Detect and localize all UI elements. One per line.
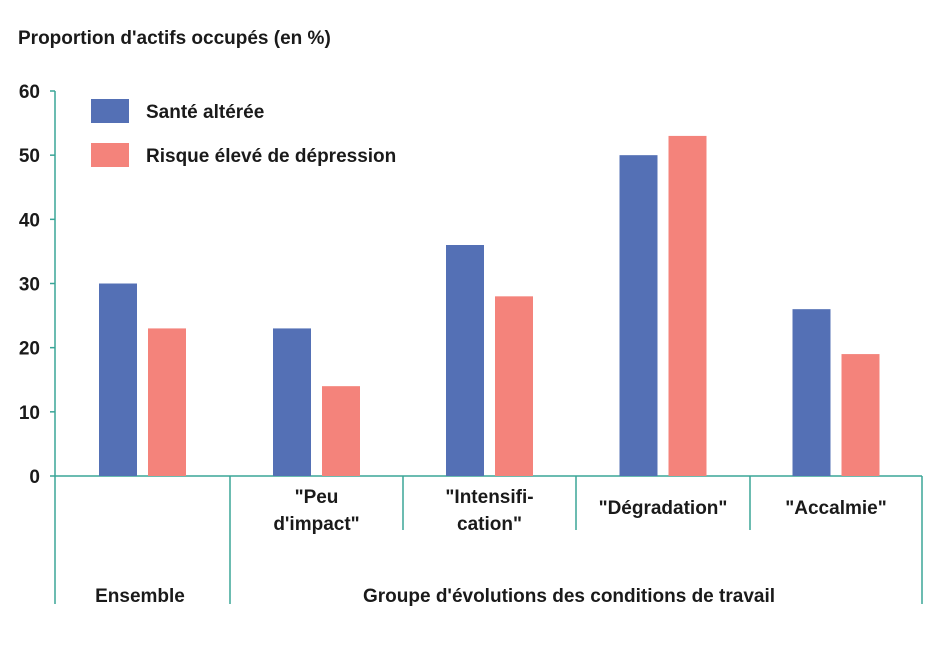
bar-sante-alteree [99,283,137,476]
bar-risque-depression [148,328,186,476]
bar-sante-alteree [792,309,831,476]
group-label-ensemble: Ensemble [95,586,185,607]
category-label: "Peu [295,487,339,508]
bars [99,135,880,476]
legend-label: Risque élevé de dépression [146,146,396,167]
category-label: "Dégradation" [599,498,728,519]
legend: Santé altérée Risque élevé de dépression [91,99,396,167]
y-tick-label: 60 [19,82,40,103]
group-label-evolutions: Groupe d'évolutions des conditions de tr… [363,586,775,607]
bar-risque-depression [322,386,360,476]
bar-sante-alteree [619,155,658,476]
legend-swatch [91,99,129,123]
y-tick-label: 40 [19,210,40,231]
category-label: "Intensifi- [445,487,533,508]
legend-label: Santé altérée [146,102,264,123]
y-tick-label: 20 [19,339,40,360]
bar-risque-depression [495,296,533,476]
y-tick-label: 50 [19,146,40,167]
axes: 0 10 20 30 40 50 60 [19,82,923,604]
bar-risque-depression [841,354,880,476]
chart-title: Proportion d'actifs occupés (en %) [18,28,331,49]
category-labels: "Peu d'impact" "Intensifi-cation" "Dégradat… [95,487,887,607]
legend-swatch [91,143,129,167]
category-label: "Accalmie" [785,498,886,519]
category-label: d'impact" [273,514,359,535]
y-tick-label: 30 [19,275,40,296]
bar-sante-alteree [273,328,311,476]
y-tick-label: 10 [19,403,40,424]
bar-sante-alteree [446,245,484,476]
category-label: cation" [457,514,522,535]
bar-risque-depression [668,135,707,476]
y-tick-label: 0 [29,467,40,488]
